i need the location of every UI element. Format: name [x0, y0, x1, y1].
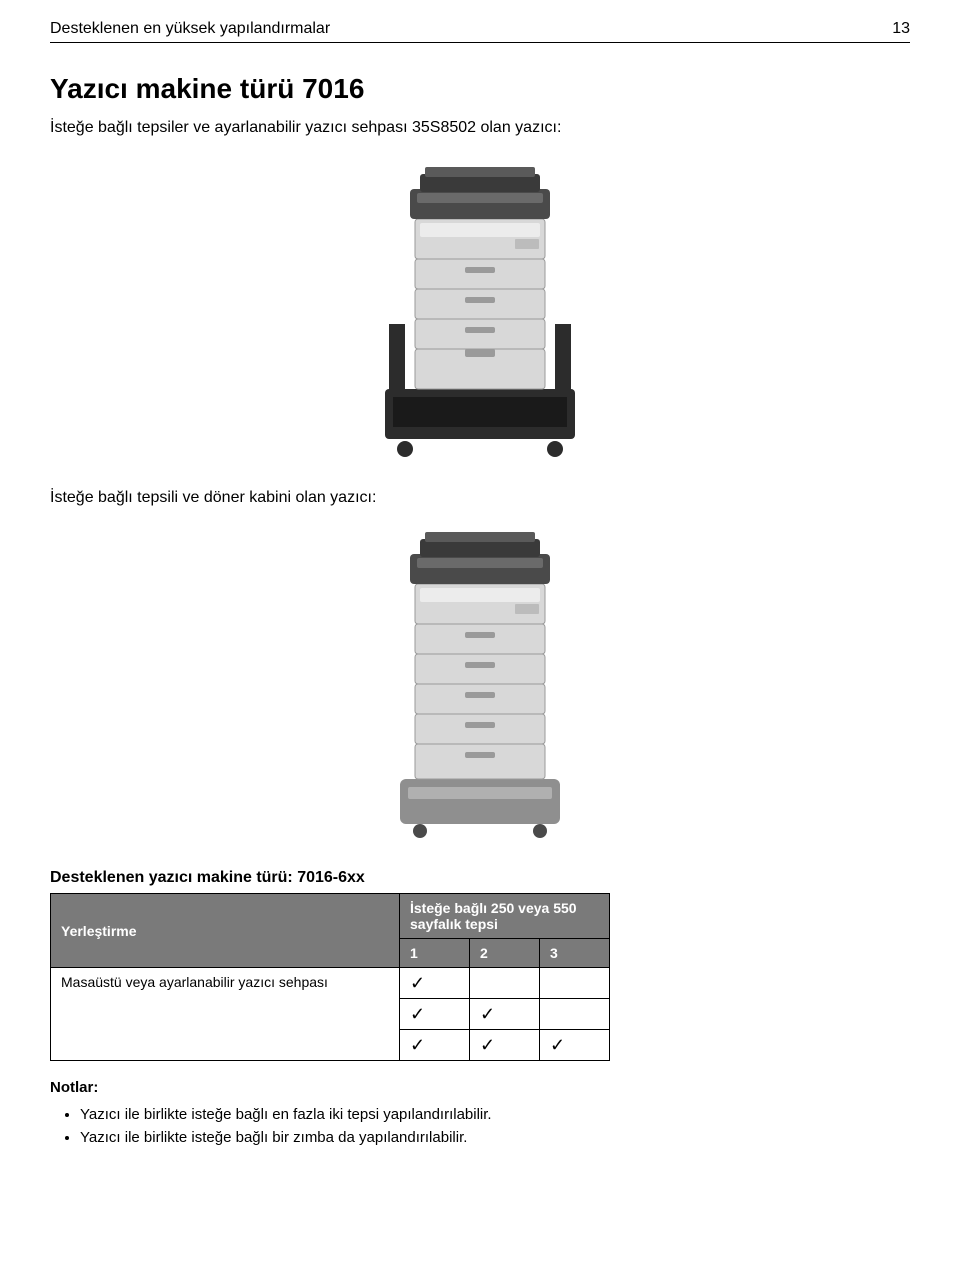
- check-icon: ✓: [410, 973, 425, 993]
- config-table: Yerleştirme İsteğe bağlı 250 veya 550 sa…: [50, 893, 610, 1061]
- check-icon: ✓: [410, 1004, 425, 1024]
- notes-list: Yazıcı ile birlikte isteğe bağlı en fazl…: [50, 1106, 910, 1146]
- col1-header: Yerleştirme: [51, 894, 400, 968]
- notes-title: Notlar:: [50, 1079, 910, 1096]
- page-number: 13: [892, 20, 910, 38]
- page-title: Yazıcı makine türü 7016: [50, 73, 910, 105]
- subcol-3: 3: [540, 939, 610, 968]
- page-header: Desteklenen en yüksek yapılandırmalar 13: [50, 20, 910, 43]
- printer-image-2: [50, 519, 910, 839]
- caption-2: İsteğe bağlı tepsili ve döner kabini ola…: [50, 489, 910, 507]
- row1-label: Masaüstü veya ayarlanabilir yazıcı sehpa…: [51, 968, 400, 1061]
- check-icon: ✓: [480, 1035, 495, 1055]
- col2-header: İsteğe bağlı 250 veya 550 sayfalık tepsi: [400, 894, 610, 939]
- list-item: Yazıcı ile birlikte isteğe bağlı bir zım…: [80, 1129, 910, 1146]
- table-title: Desteklenen yazıcı makine türü: 7016-6xx: [50, 869, 910, 887]
- printer-image-1: [50, 149, 910, 459]
- check-icon: ✓: [480, 1004, 495, 1024]
- list-item: Yazıcı ile birlikte isteğe bağlı en fazl…: [80, 1106, 910, 1123]
- check-icon: ✓: [410, 1035, 425, 1055]
- check-icon: ✓: [550, 1035, 565, 1055]
- subcol-1: 1: [400, 939, 470, 968]
- header-title: Desteklenen en yüksek yapılandırmalar: [50, 20, 330, 38]
- caption-1: İsteğe bağlı tepsiler ve ayarlanabilir y…: [50, 119, 910, 137]
- table-row: Masaüstü veya ayarlanabilir yazıcı sehpa…: [51, 968, 610, 999]
- subcol-2: 2: [470, 939, 540, 968]
